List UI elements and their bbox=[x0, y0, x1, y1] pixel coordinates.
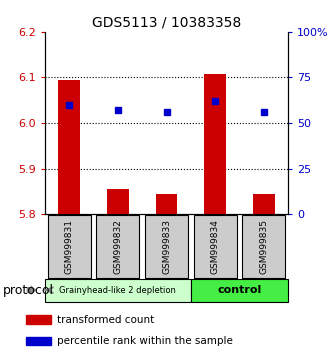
Bar bbox=[191, 279, 288, 302]
Text: GSM999834: GSM999834 bbox=[210, 219, 220, 274]
Bar bbox=[26, 315, 51, 324]
Bar bbox=[48, 215, 91, 278]
Text: GSM999833: GSM999833 bbox=[162, 219, 171, 274]
Text: Grainyhead-like 2 depletion: Grainyhead-like 2 depletion bbox=[60, 286, 176, 295]
Bar bbox=[58, 80, 80, 214]
Text: percentile rank within the sample: percentile rank within the sample bbox=[57, 336, 233, 346]
Bar bbox=[204, 74, 226, 214]
Bar bbox=[26, 337, 51, 345]
Bar bbox=[97, 215, 139, 278]
Bar bbox=[145, 215, 188, 278]
Bar bbox=[107, 189, 129, 214]
Text: protocol: protocol bbox=[3, 284, 54, 297]
Text: GSM999835: GSM999835 bbox=[259, 219, 268, 274]
Bar bbox=[253, 194, 275, 214]
Text: control: control bbox=[217, 285, 261, 295]
Title: GDS5113 / 10383358: GDS5113 / 10383358 bbox=[92, 15, 241, 29]
Text: transformed count: transformed count bbox=[57, 315, 154, 325]
Text: GSM999831: GSM999831 bbox=[65, 219, 74, 274]
Bar bbox=[45, 279, 191, 302]
Text: GSM999832: GSM999832 bbox=[113, 219, 123, 274]
Bar bbox=[242, 215, 285, 278]
Bar bbox=[194, 215, 236, 278]
Bar bbox=[156, 194, 177, 214]
